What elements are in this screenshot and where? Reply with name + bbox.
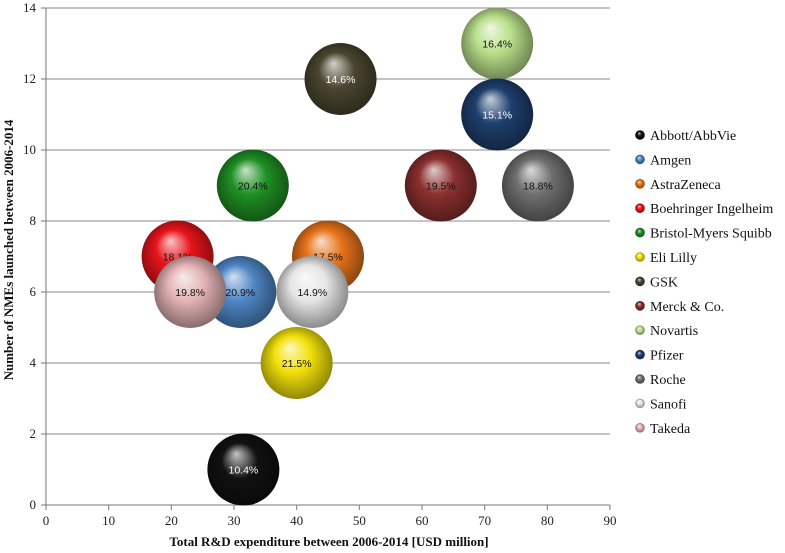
legend-label: Eli Lilly [650, 251, 697, 266]
legend: Abbott/AbbVie Amgen AstraZeneca Boehringer … [635, 129, 773, 437]
y-axis-title: Number of NMEs launched between 2006-201… [1, 119, 16, 380]
legend-marker [635, 252, 645, 262]
legend-marker [635, 398, 645, 409]
bubble-abbott-abbvie [207, 433, 280, 506]
legend-marker [635, 203, 645, 213]
x-tick-label: 40 [290, 513, 303, 528]
y-tick-label: 2 [30, 426, 37, 441]
legend-marker [635, 130, 645, 140]
legend-label: Merck & Co. [650, 300, 724, 315]
y-tick-label: 8 [30, 213, 37, 228]
bubble-data-label: 14.9% [297, 287, 327, 299]
legend-label: Boehringer Ingelheim [650, 202, 773, 217]
legend-marker [635, 349, 645, 360]
x-tick-label: 0 [43, 513, 50, 528]
x-tick-label: 30 [228, 513, 241, 528]
bubble-merck-co- [404, 149, 477, 222]
bubble-data-label: 19.5% [426, 181, 456, 193]
y-tick-label: 14 [23, 0, 37, 15]
x-tick-label: 80 [541, 513, 554, 528]
y-tick-label: 12 [23, 71, 36, 86]
bubble-data-label: 10.4% [229, 465, 259, 477]
x-tick-label: 50 [353, 513, 366, 528]
x-tick-label: 10 [102, 513, 115, 528]
bubble-pfizer [461, 78, 534, 151]
bubble-data-label: 20.9% [225, 287, 255, 299]
y-tick-label: 6 [30, 284, 37, 299]
legend-label: Bristol-Myers Squibb [650, 227, 772, 242]
bubble-data-label: 21.5% [282, 358, 312, 370]
bubble-gsk [304, 43, 377, 115]
bubble-data-label: 20.4% [238, 181, 268, 193]
legend-label: Pfizer [650, 349, 684, 364]
legend-marker [635, 422, 645, 433]
legend-label: Abbott/AbbVie [650, 129, 736, 144]
legend-marker [635, 154, 645, 165]
bubbles: 10.4%20.9%17.5%18.1%20.4%21.5%14.6%19.5%… [141, 7, 574, 506]
bubble-sanofi [276, 256, 349, 328]
x-tick-label: 90 [604, 513, 617, 528]
legend-marker [635, 325, 645, 336]
bubble-data-label: 16.4% [482, 39, 512, 51]
legend-label: Novartis [650, 324, 698, 339]
bubble-data-label: 19.8% [175, 287, 205, 299]
x-tick-label: 20 [165, 513, 178, 528]
legend-marker [635, 179, 645, 189]
x-tick-label: 60 [416, 513, 429, 528]
legend-label: AstraZeneca [650, 178, 722, 193]
x-tick-labels: 0 10 20 30 40 50 60 70 80 90 [43, 513, 617, 528]
legend-marker [635, 227, 645, 238]
x-tick-label: 70 [478, 513, 491, 528]
bubble-takeda [154, 256, 227, 328]
legend-label: Amgen [650, 153, 691, 168]
bubble-data-label: 18.8% [523, 181, 553, 193]
y-tick-label: 0 [30, 497, 37, 512]
bubble-roche [501, 149, 574, 222]
legend-marker [635, 374, 645, 384]
legend-marker [635, 276, 645, 287]
legend-label: Sanofi [650, 397, 687, 412]
bubble-amgen [204, 256, 277, 328]
y-tick-labels: 0 2 4 6 8 10 12 14 [23, 0, 37, 512]
bubble-eli-lilly [260, 327, 333, 399]
bubble-novartis [461, 7, 534, 80]
y-tick-label: 10 [23, 142, 36, 157]
legend-label: GSK [650, 275, 678, 290]
bubble-bristol-myers-squibb [216, 149, 289, 222]
x-axis-title: Total R&D expenditure between 2006-2014 … [169, 534, 488, 549]
legend-label: Roche [650, 373, 686, 388]
y-tick-label: 4 [30, 355, 37, 370]
axes [41, 7, 611, 510]
legend-label: Takeda [650, 422, 691, 437]
legend-marker [635, 300, 645, 311]
bubble-data-label: 15.1% [482, 110, 512, 122]
bubble-data-label: 14.6% [326, 74, 356, 86]
